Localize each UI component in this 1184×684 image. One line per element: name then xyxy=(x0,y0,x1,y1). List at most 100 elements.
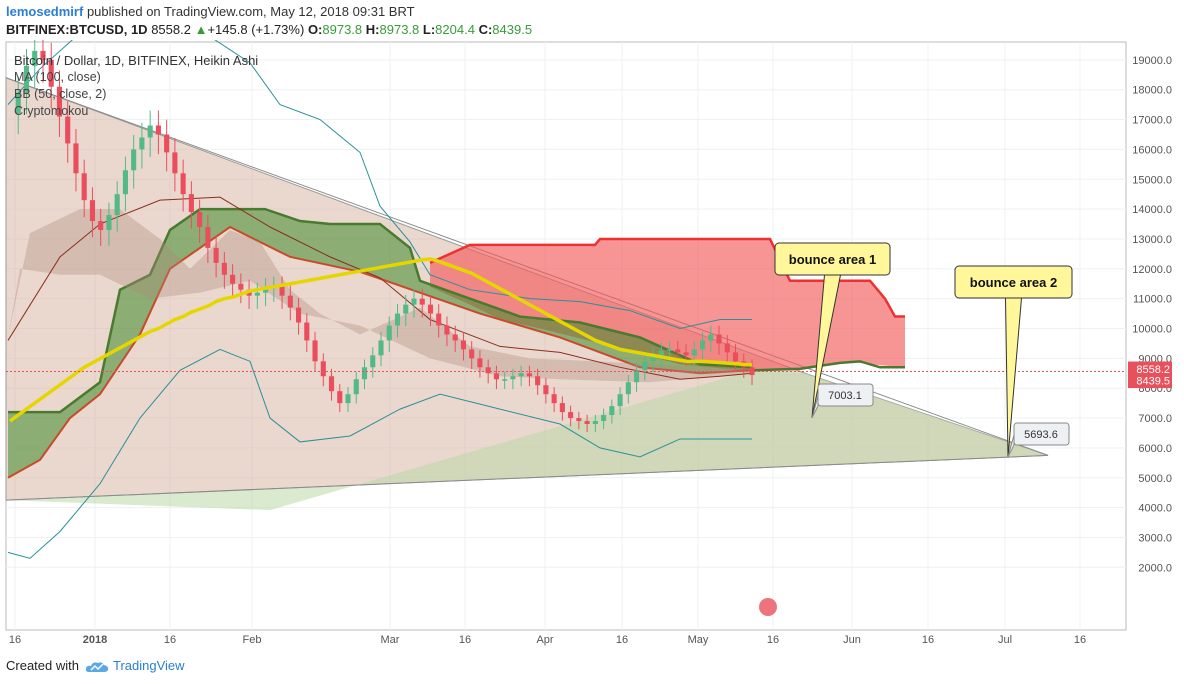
candle-body xyxy=(634,370,640,383)
triangle-lower-zone xyxy=(6,370,1048,511)
target-label: 5693.6 xyxy=(1024,429,1058,441)
y-tick-label: 13000.0 xyxy=(1132,234,1172,246)
target-label: 7003.1 xyxy=(828,390,862,402)
candle-body xyxy=(592,421,598,425)
high-value: 8973.8 xyxy=(379,22,420,37)
candle-body xyxy=(32,50,38,66)
candle-body xyxy=(683,352,689,356)
candle-body xyxy=(477,358,483,368)
candle-body xyxy=(675,349,681,353)
events-flag-icon xyxy=(759,598,777,616)
price-tag-box xyxy=(1128,373,1172,389)
candle-body xyxy=(328,376,335,392)
candle-body xyxy=(609,406,615,416)
x-tick-label: 16 xyxy=(1074,634,1086,646)
candle-body xyxy=(155,125,161,135)
candle-body xyxy=(625,382,631,395)
candle-body xyxy=(460,340,467,350)
last-price: 8558.2 xyxy=(151,22,191,37)
candle-body xyxy=(535,376,541,386)
candle-body xyxy=(378,340,384,356)
candle-body xyxy=(81,173,87,201)
x-tick-label: Jul xyxy=(998,634,1012,646)
x-tick-label: 16 xyxy=(9,634,21,646)
candle-body xyxy=(584,421,590,425)
candle-body xyxy=(436,313,442,326)
candle-body xyxy=(650,355,656,362)
legend-cryptomokou[interactable]: Cryptomokou xyxy=(14,104,89,118)
publish-line: lemosedmirf published on TradingView.com… xyxy=(6,4,415,19)
target-label-box xyxy=(817,383,874,407)
y-tick-label: 15000.0 xyxy=(1132,174,1172,186)
candle-body xyxy=(452,334,458,341)
cloud-span-b-past xyxy=(7,225,753,479)
candle-body xyxy=(48,59,54,87)
candle-body xyxy=(172,152,178,174)
low-label: L: xyxy=(422,22,436,37)
x-tick-label: 16 xyxy=(922,634,934,646)
ohlc-line: BITFINEX:BTCUSD, 1D 8558.2 ▲+145.8 (+1.7… xyxy=(6,22,532,37)
y-tick-label: 12000.0 xyxy=(1132,264,1172,276)
candle-body xyxy=(188,194,194,213)
candle-body xyxy=(427,304,434,314)
candle-body xyxy=(666,349,673,351)
bollinger-basis xyxy=(7,196,753,380)
price-chart[interactable]: 20000.019000.018000.017000.016000.015000… xyxy=(0,40,1184,655)
legend-bb[interactable]: BB (50, close, 2) xyxy=(14,87,107,101)
candle-body xyxy=(312,340,318,362)
candle-body xyxy=(279,286,285,296)
chart-legend: Bitcoin / Dollar, 1D, BITFINEX, Heikin A… xyxy=(14,52,258,120)
candle-body xyxy=(708,334,714,341)
candle-body xyxy=(543,385,549,395)
candle-body xyxy=(89,200,96,222)
publish-text: published on TradingView.com, May 12, 20… xyxy=(86,4,415,19)
candle-body xyxy=(205,227,211,248)
candle-body xyxy=(213,247,219,263)
change-arrow-icon: ▲ xyxy=(194,22,208,37)
price-tag-label: 8439.5 xyxy=(1136,376,1170,388)
y-tick-label: 3000.0 xyxy=(1138,532,1172,544)
callout-text: bounce area 1 xyxy=(789,252,876,267)
bollinger-upper xyxy=(7,40,752,330)
low-value: 8204.4 xyxy=(435,22,475,37)
candle-body xyxy=(139,137,145,150)
bollinger-lower xyxy=(7,348,752,559)
candle-body xyxy=(699,340,706,350)
x-tick-label: Feb xyxy=(243,634,262,646)
tradingview-link[interactable]: TradingView xyxy=(112,658,185,673)
candle-body xyxy=(345,394,351,404)
ichimoku-cloud-red xyxy=(430,238,905,371)
candle-body xyxy=(485,367,491,374)
cloud-span-a xyxy=(8,207,753,414)
candle-body xyxy=(254,292,260,296)
y-tick-label: 10000.0 xyxy=(1132,324,1172,336)
y-tick-label: 17000.0 xyxy=(1132,115,1172,127)
candle-body xyxy=(411,298,417,305)
candle-body xyxy=(131,149,137,171)
candle-body xyxy=(337,391,343,404)
x-tick-label: 16 xyxy=(164,634,176,646)
candle-body xyxy=(568,412,574,419)
callout-box xyxy=(954,265,1073,299)
candle-body xyxy=(15,92,21,114)
candle-body xyxy=(469,349,475,359)
candle-body xyxy=(370,355,376,368)
candle-body xyxy=(65,116,71,144)
candle-body xyxy=(601,415,607,422)
triangle-lower-line xyxy=(5,454,1049,501)
x-tick-label: 16 xyxy=(459,634,471,646)
candle-body xyxy=(526,373,532,377)
y-tick-label: 7000.0 xyxy=(1138,413,1172,425)
candle-body xyxy=(23,65,30,93)
candle-body xyxy=(114,194,120,216)
legend-ma[interactable]: MA (100, close) xyxy=(14,70,101,84)
candle-body xyxy=(320,361,326,377)
candle-body xyxy=(716,334,722,344)
y-tick-label: 18000.0 xyxy=(1132,85,1172,97)
symbol-label: BITFINEX:BTCUSD, 1D xyxy=(6,22,148,37)
candle-body xyxy=(576,418,582,422)
candle-body xyxy=(419,298,425,305)
candle-body xyxy=(658,350,664,356)
author-link[interactable]: lemosedmirf xyxy=(6,4,84,19)
candle-body xyxy=(230,274,236,284)
